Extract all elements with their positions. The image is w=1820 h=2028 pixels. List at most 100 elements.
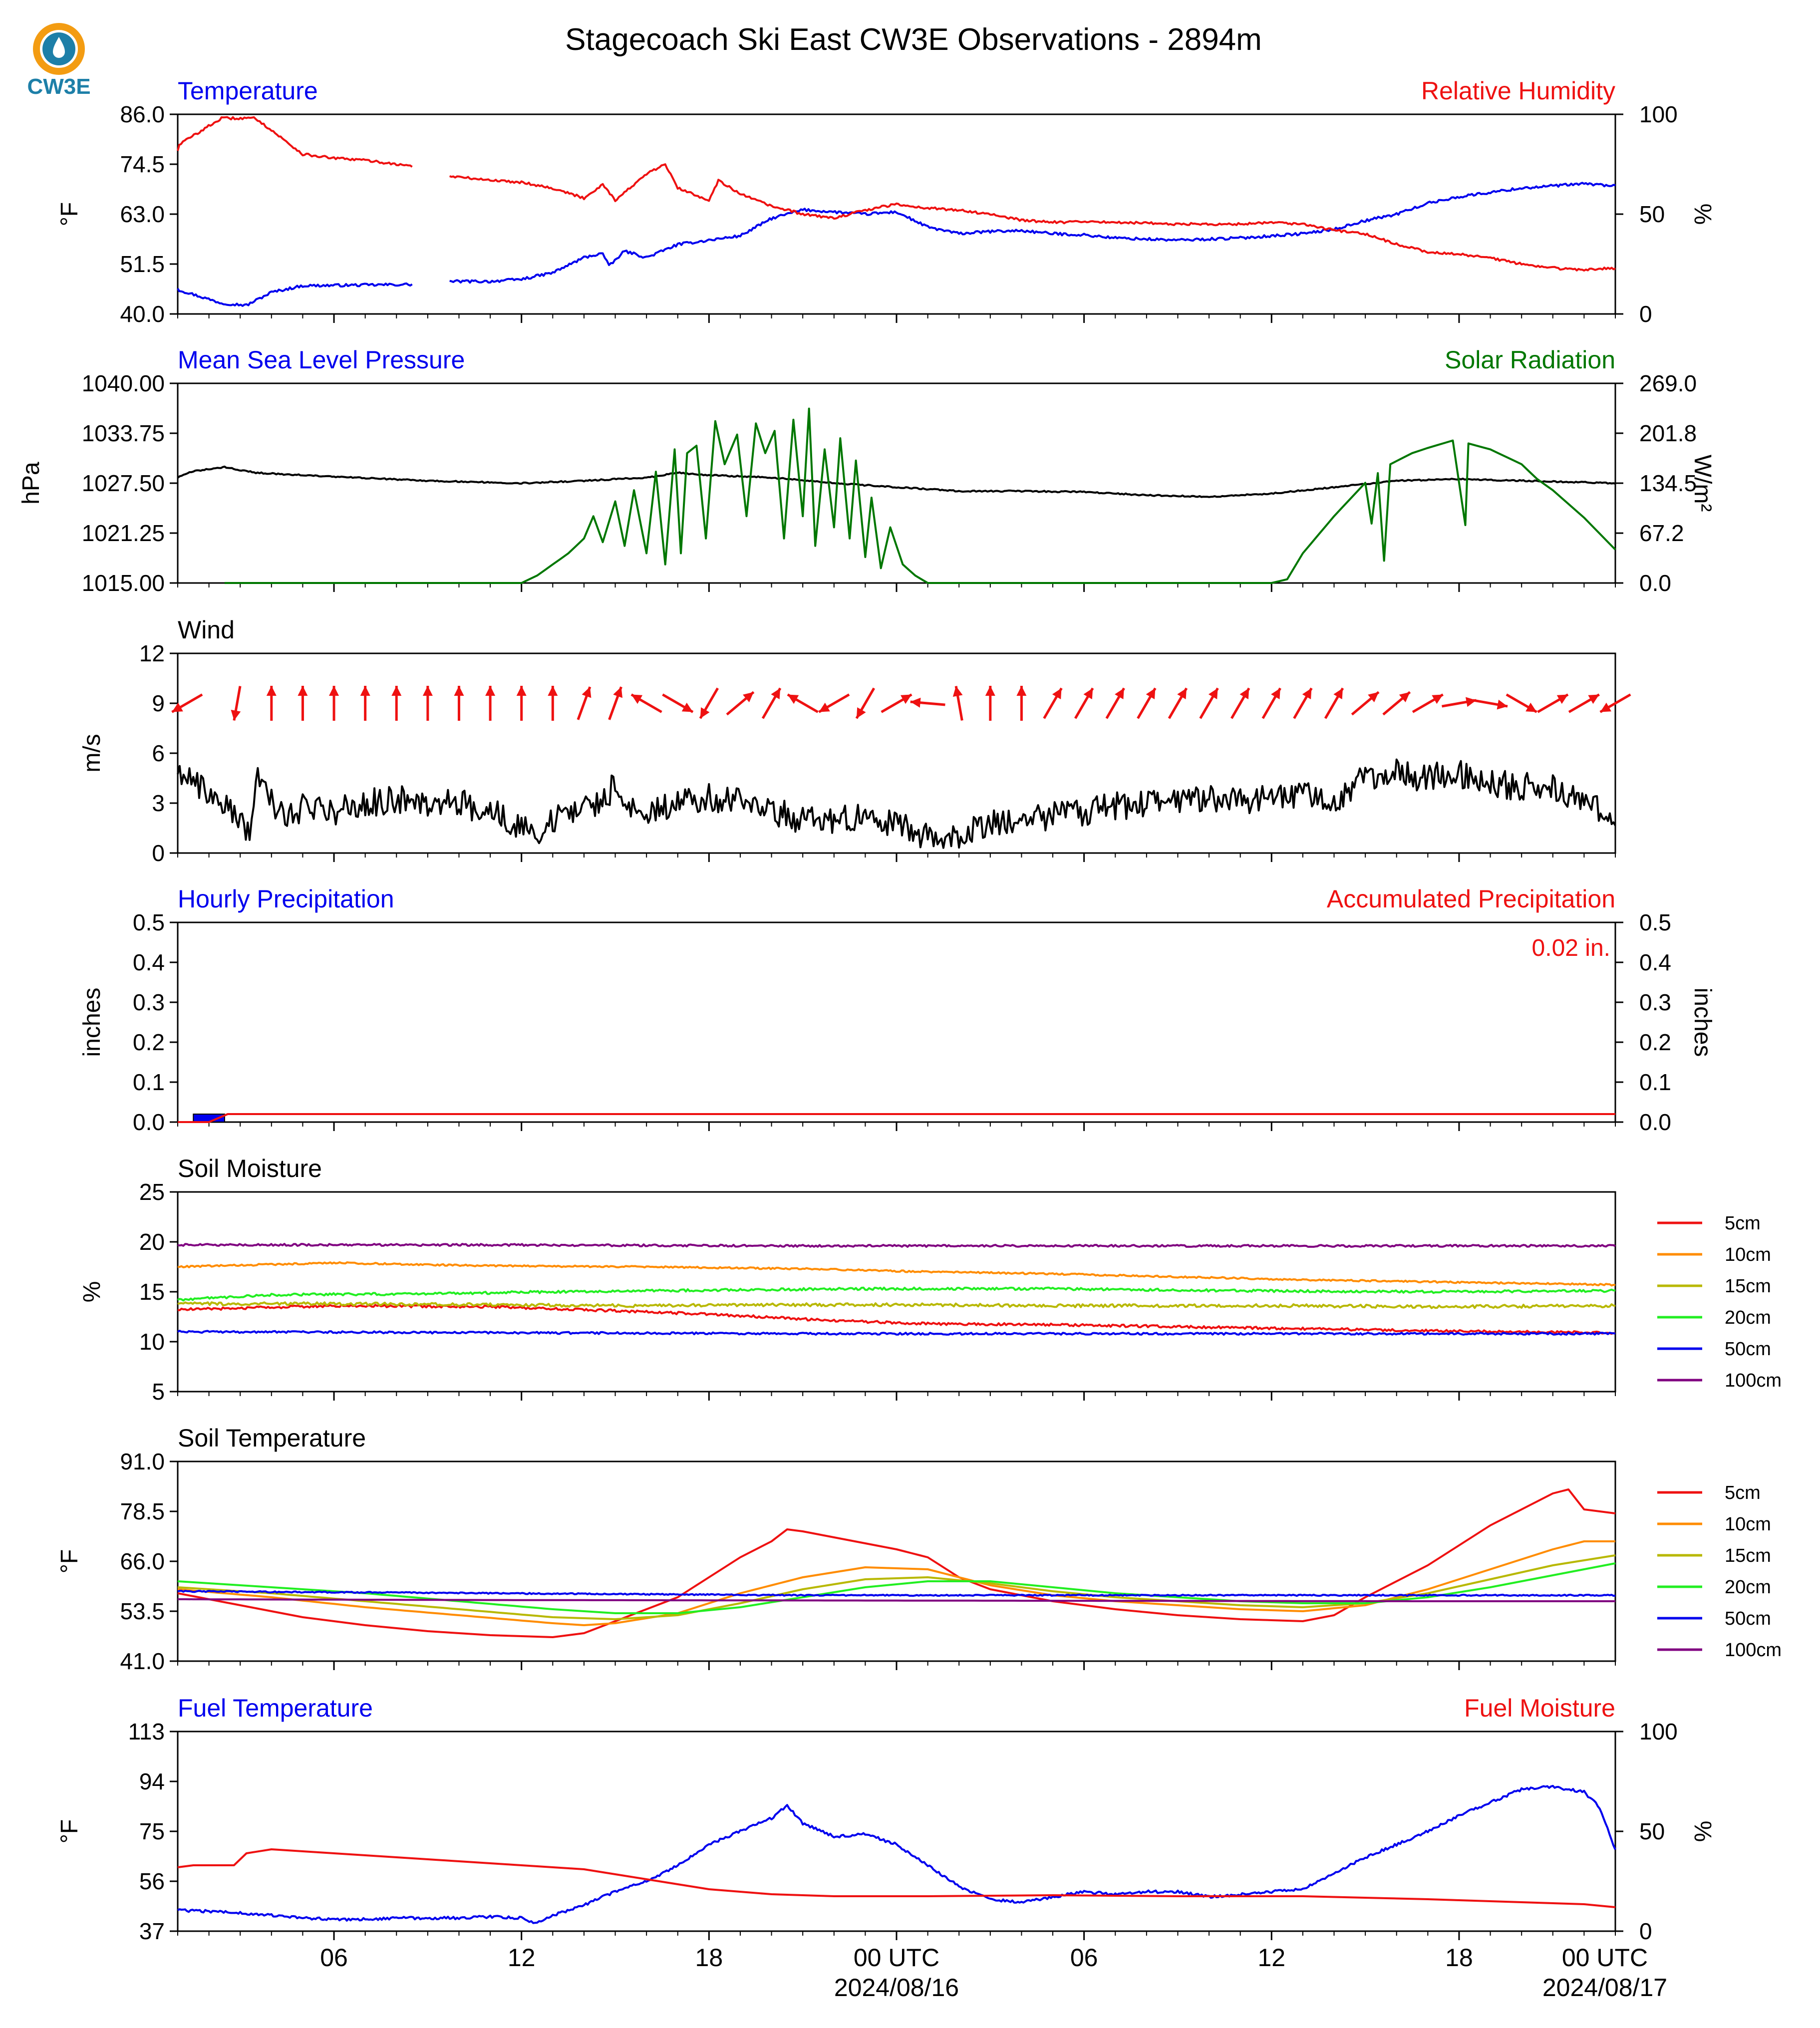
series-line-fuel-moisture	[177, 1848, 1616, 1908]
series-line-fuel-temperature	[177, 1784, 1616, 1924]
y-tick-label: 41.0	[120, 1648, 165, 1674]
y-tick-label: 1015.00	[82, 570, 165, 596]
wind-arrow-head	[952, 686, 963, 697]
y-tick-label: 94	[139, 1768, 165, 1794]
wind-arrow-head	[819, 702, 830, 712]
wind-arrow	[726, 691, 755, 716]
wind-arrow	[787, 693, 819, 713]
wind-arrow-head	[516, 686, 527, 696]
wind-arrow	[360, 686, 370, 721]
y-tick-label: 113	[128, 1719, 165, 1744]
y-tick-label: 10	[139, 1329, 165, 1355]
wind-arrow	[630, 693, 662, 713]
y-tick-label-right: 0.0	[1639, 570, 1671, 596]
wind-arrow-head	[1115, 688, 1124, 699]
series-line-temperature	[177, 182, 1616, 307]
y-tick-label: 3	[152, 790, 165, 816]
y-tick-label-right: 269.0	[1639, 370, 1697, 396]
panel-title-right: Solar Radiation	[1445, 346, 1615, 374]
y-tick-label: 1027.50	[82, 470, 165, 496]
y-axis-label: °F	[56, 202, 83, 227]
y-tick-label: 75	[139, 1818, 165, 1844]
wind-arrow-head	[298, 686, 308, 696]
legend-label: 50cm	[1725, 1608, 1771, 1629]
plot-frame	[177, 1731, 1616, 1932]
x-date-label: 2024/08/17	[1542, 1974, 1667, 2002]
panel-title-left: Soil Moisture	[178, 1155, 322, 1182]
panel-precip: Hourly Precipitation Accumulated Precipit…	[79, 885, 1716, 1135]
y-tick-label: 0.3	[133, 989, 165, 1015]
y-tick-label: 12	[139, 640, 165, 666]
y-axis-label: °F	[56, 1549, 83, 1574]
y-tick-label: 66.0	[120, 1548, 165, 1574]
wind-arrow-head	[329, 686, 339, 696]
panels: Temperature Relative Humidity 40.0 51.5 63.0…	[18, 77, 1782, 1944]
series-line-solar-radiation	[224, 407, 1616, 584]
y-tick-label-right: 100	[1639, 101, 1678, 127]
wind-arrow	[881, 693, 912, 713]
wind-arrow-head	[231, 710, 241, 721]
wind-arrow	[1293, 687, 1313, 719]
wind-arrow	[548, 686, 558, 721]
panel-title-left: Mean Sea Level Pressure	[178, 346, 465, 374]
wind-arrow	[699, 687, 719, 719]
y-tick-label-right: 100	[1639, 1719, 1678, 1744]
y-tick-label: 0.0	[133, 1109, 165, 1135]
series-line-wind	[177, 758, 1616, 849]
wind-arrow	[952, 686, 963, 721]
wind-arrow	[516, 686, 527, 721]
wind-arrow-head	[266, 686, 277, 696]
wind-arrow	[1043, 687, 1063, 719]
legend-label: 5cm	[1725, 1213, 1761, 1234]
plot-frame	[177, 921, 1616, 1123]
y-tick-label: 91.0	[120, 1449, 165, 1474]
wind-arrow	[608, 686, 622, 720]
y-axis-label-right: inches	[1689, 988, 1716, 1057]
y-axis-label: hPa	[18, 462, 44, 505]
y-axis-label: inches	[79, 988, 105, 1057]
x-tick-label: 00 UTC	[854, 1944, 939, 1972]
wind-arrow	[1137, 687, 1157, 719]
y-tick-label-right: 0.4	[1639, 949, 1671, 975]
wind-arrow	[266, 686, 277, 721]
wind-arrow	[1506, 693, 1537, 713]
legend-label: 20cm	[1725, 1577, 1771, 1598]
series-line-20cm	[177, 1286, 1616, 1302]
y-tick-label: 1033.75	[82, 420, 165, 446]
wind-arrow	[1473, 699, 1508, 710]
y-tick-label: 0.5	[133, 909, 165, 935]
wind-arrow-head	[1333, 688, 1343, 699]
wind-arrow	[171, 693, 203, 713]
wind-arrow-head	[1525, 702, 1537, 712]
x-tick-label: 00 UTC	[1562, 1944, 1648, 1972]
wind-arrow-head	[1497, 699, 1508, 710]
wind-arrow	[1168, 687, 1188, 719]
logo-text: CW3E	[27, 74, 90, 99]
y-axis-label-right: %	[1689, 204, 1716, 225]
wind-arrow-head	[901, 694, 912, 704]
panel-title-left: Fuel Temperature	[178, 1694, 373, 1722]
x-tick-label: 12	[1257, 1944, 1285, 1972]
wind-arrow-head	[360, 686, 370, 696]
wind-arrow	[1261, 687, 1281, 719]
wind-arrow-head	[910, 697, 921, 708]
wind-arrow	[818, 693, 850, 713]
y-tick-label: 40.0	[120, 301, 165, 327]
x-tick-label: 18	[695, 1944, 723, 1972]
legend-label: 15cm	[1725, 1545, 1771, 1566]
plot-frame	[177, 652, 1616, 854]
y-axis-label: %	[79, 1281, 105, 1303]
panel-title-right: Accumulated Precipitation	[1327, 885, 1615, 913]
legend-label: 5cm	[1725, 1482, 1761, 1503]
wind-arrow	[422, 686, 433, 721]
y-axis-label: m/s	[79, 734, 105, 772]
panel-temp_rh: Temperature Relative Humidity 40.0 51.5 63.0…	[56, 77, 1716, 327]
accumulated-total: 0.02 in.	[1532, 935, 1610, 961]
y-tick-label-right: 50	[1639, 1818, 1665, 1844]
y-tick-label-right: 134.5	[1639, 470, 1697, 496]
wind-arrow-head	[631, 694, 643, 704]
wind-arrow	[1382, 691, 1411, 716]
wind-arrow	[329, 686, 339, 721]
wind-arrow-head	[787, 694, 799, 704]
